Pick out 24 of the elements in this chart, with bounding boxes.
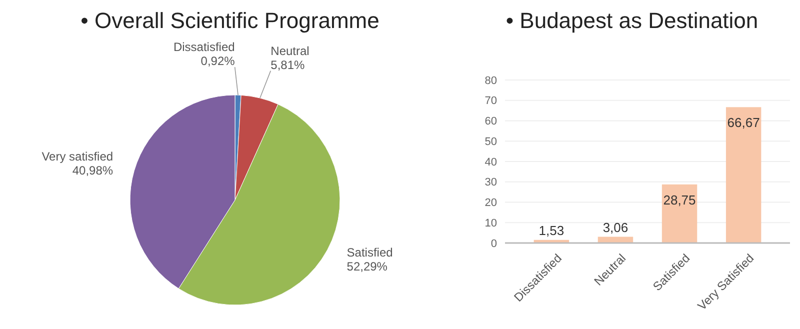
slice-label: Neutral bbox=[270, 44, 310, 58]
data-label: 52,29% bbox=[346, 259, 388, 274]
y-tick-label: 40 bbox=[484, 156, 497, 168]
y-tick-label: 50 bbox=[484, 136, 497, 148]
y-tick-label: 60 bbox=[484, 116, 497, 128]
bar bbox=[662, 184, 698, 243]
chart-title: • Budapest as Destination bbox=[506, 8, 758, 33]
y-tick-label: 70 bbox=[484, 95, 497, 108]
data-label: 0,92% bbox=[200, 54, 236, 68]
data-label: 3,06 bbox=[602, 220, 628, 235]
slice-label: Very satisfied bbox=[42, 149, 114, 164]
data-label: 5,81% bbox=[270, 58, 306, 72]
data-label: 1,53 bbox=[538, 222, 564, 238]
data-label: 66,67 bbox=[727, 115, 760, 130]
chart-title: • Overall Scientific Programme bbox=[80, 8, 380, 33]
y-tick-label: 10 bbox=[484, 217, 497, 230]
bar bbox=[726, 107, 762, 243]
y-tick-label: 20 bbox=[484, 197, 497, 210]
data-label: 28,75 bbox=[663, 192, 696, 208]
y-tick-label: 0 bbox=[490, 238, 497, 250]
data-label: 40,98% bbox=[72, 163, 114, 178]
y-tick-label: 80 bbox=[484, 74, 497, 87]
slice-label: Dissatisfied bbox=[173, 40, 235, 54]
y-tick-label: 30 bbox=[484, 176, 497, 189]
